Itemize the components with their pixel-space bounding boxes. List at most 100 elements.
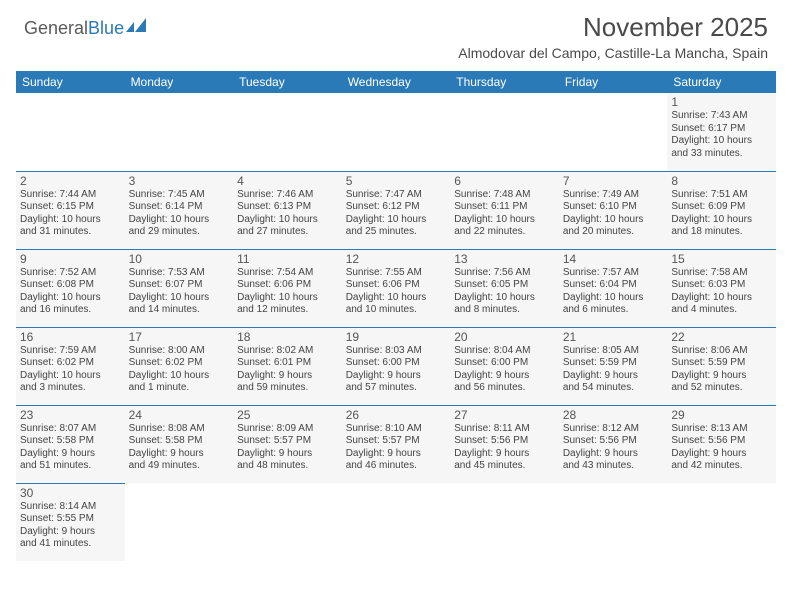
day-number: 17 [129,330,230,344]
sunrise-text: Sunrise: 7:57 AM [563,267,664,280]
daylight-text: and 25 minutes. [346,226,447,239]
sunrise-text: Sunrise: 8:08 AM [129,423,230,436]
sunrise-text: Sunrise: 8:11 AM [454,423,555,436]
day-number: 25 [237,408,338,422]
daylight-text: and 6 minutes. [563,304,664,317]
calendar-cell [342,483,451,561]
sunrise-text: Sunrise: 7:51 AM [671,189,772,202]
sunrise-text: Sunrise: 8:04 AM [454,345,555,358]
day-number: 2 [20,174,121,188]
daylight-text: Daylight: 10 hours [20,214,121,227]
sunset-text: Sunset: 5:56 PM [563,435,664,448]
sunrise-text: Sunrise: 7:54 AM [237,267,338,280]
sunrise-text: Sunrise: 8:10 AM [346,423,447,436]
day-number: 28 [563,408,664,422]
sunset-text: Sunset: 6:15 PM [20,201,121,214]
daylight-text: Daylight: 9 hours [563,370,664,383]
daylight-text: and 20 minutes. [563,226,664,239]
sunset-text: Sunset: 6:12 PM [346,201,447,214]
sunset-text: Sunset: 5:59 PM [671,357,772,370]
sunrise-text: Sunrise: 7:53 AM [129,267,230,280]
sunset-text: Sunset: 6:03 PM [671,279,772,292]
calendar-cell: 1Sunrise: 7:43 AMSunset: 6:17 PMDaylight… [667,93,776,171]
calendar-cell [125,93,234,171]
day-number: 23 [20,408,121,422]
calendar-cell [559,483,668,561]
calendar-cell: 7Sunrise: 7:49 AMSunset: 6:10 PMDaylight… [559,171,668,249]
sunrise-text: Sunrise: 7:43 AM [671,110,772,123]
day-number: 15 [671,252,772,266]
sunset-text: Sunset: 6:11 PM [454,201,555,214]
calendar-cell: 10Sunrise: 7:53 AMSunset: 6:07 PMDayligh… [125,249,234,327]
daylight-text: Daylight: 10 hours [129,292,230,305]
daylight-text: and 33 minutes. [671,148,772,161]
sunset-text: Sunset: 6:13 PM [237,201,338,214]
day-number: 26 [346,408,447,422]
daylight-text: and 1 minute. [129,382,230,395]
day-number: 14 [563,252,664,266]
daylight-text: and 42 minutes. [671,460,772,473]
logo-text-2: Blue [88,18,124,38]
sunset-text: Sunset: 5:57 PM [346,435,447,448]
daylight-text: and 43 minutes. [563,460,664,473]
daylight-text: Daylight: 10 hours [237,214,338,227]
day-number: 18 [237,330,338,344]
daylight-text: and 27 minutes. [237,226,338,239]
calendar-cell: 4Sunrise: 7:46 AMSunset: 6:13 PMDaylight… [233,171,342,249]
sunset-text: Sunset: 6:17 PM [671,123,772,136]
daylight-text: and 48 minutes. [237,460,338,473]
day-number: 24 [129,408,230,422]
day-header: Tuesday [233,71,342,93]
sunset-text: Sunset: 5:57 PM [237,435,338,448]
daylight-text: and 45 minutes. [454,460,555,473]
sunset-text: Sunset: 6:06 PM [346,279,447,292]
calendar-cell [450,93,559,171]
day-number: 4 [237,174,338,188]
day-number: 8 [671,174,772,188]
day-number: 22 [671,330,772,344]
daylight-text: and 10 minutes. [346,304,447,317]
calendar-row: 9Sunrise: 7:52 AMSunset: 6:08 PMDaylight… [16,249,776,327]
daylight-text: Daylight: 10 hours [346,214,447,227]
calendar-cell: 27Sunrise: 8:11 AMSunset: 5:56 PMDayligh… [450,405,559,483]
daylight-text: Daylight: 9 hours [20,448,121,461]
sunset-text: Sunset: 5:58 PM [20,435,121,448]
logo-text: GeneralBlue [24,18,124,39]
daylight-text: Daylight: 9 hours [454,448,555,461]
sunset-text: Sunset: 6:00 PM [454,357,555,370]
sunset-text: Sunset: 6:00 PM [346,357,447,370]
sunset-text: Sunset: 6:04 PM [563,279,664,292]
sunrise-text: Sunrise: 7:47 AM [346,189,447,202]
calendar-row: 1Sunrise: 7:43 AMSunset: 6:17 PMDaylight… [16,93,776,171]
sunrise-text: Sunrise: 7:46 AM [237,189,338,202]
sunrise-text: Sunrise: 7:55 AM [346,267,447,280]
sunrise-text: Sunrise: 8:06 AM [671,345,772,358]
daylight-text: Daylight: 9 hours [237,448,338,461]
daylight-text: Daylight: 10 hours [454,214,555,227]
daylight-text: and 8 minutes. [454,304,555,317]
day-number: 5 [346,174,447,188]
flag-icon [126,18,150,39]
calendar-cell: 11Sunrise: 7:54 AMSunset: 6:06 PMDayligh… [233,249,342,327]
calendar-cell [233,93,342,171]
sunset-text: Sunset: 6:05 PM [454,279,555,292]
calendar-cell [233,483,342,561]
sunrise-text: Sunrise: 8:02 AM [237,345,338,358]
daylight-text: and 49 minutes. [129,460,230,473]
daylight-text: and 46 minutes. [346,460,447,473]
calendar-cell: 16Sunrise: 7:59 AMSunset: 6:02 PMDayligh… [16,327,125,405]
daylight-text: Daylight: 9 hours [454,370,555,383]
calendar-cell: 21Sunrise: 8:05 AMSunset: 5:59 PMDayligh… [559,327,668,405]
calendar-cell: 6Sunrise: 7:48 AMSunset: 6:11 PMDaylight… [450,171,559,249]
daylight-text: Daylight: 9 hours [671,370,772,383]
logo: GeneralBlue [24,18,150,39]
day-number: 12 [346,252,447,266]
daylight-text: Daylight: 10 hours [129,370,230,383]
calendar-cell [342,93,451,171]
calendar-cell: 30Sunrise: 8:14 AMSunset: 5:55 PMDayligh… [16,483,125,561]
sunset-text: Sunset: 6:14 PM [129,201,230,214]
calendar-cell: 28Sunrise: 8:12 AMSunset: 5:56 PMDayligh… [559,405,668,483]
daylight-text: Daylight: 10 hours [671,135,772,148]
header: GeneralBlue November 2025 Almodovar del … [0,0,792,65]
calendar-row: 23Sunrise: 8:07 AMSunset: 5:58 PMDayligh… [16,405,776,483]
